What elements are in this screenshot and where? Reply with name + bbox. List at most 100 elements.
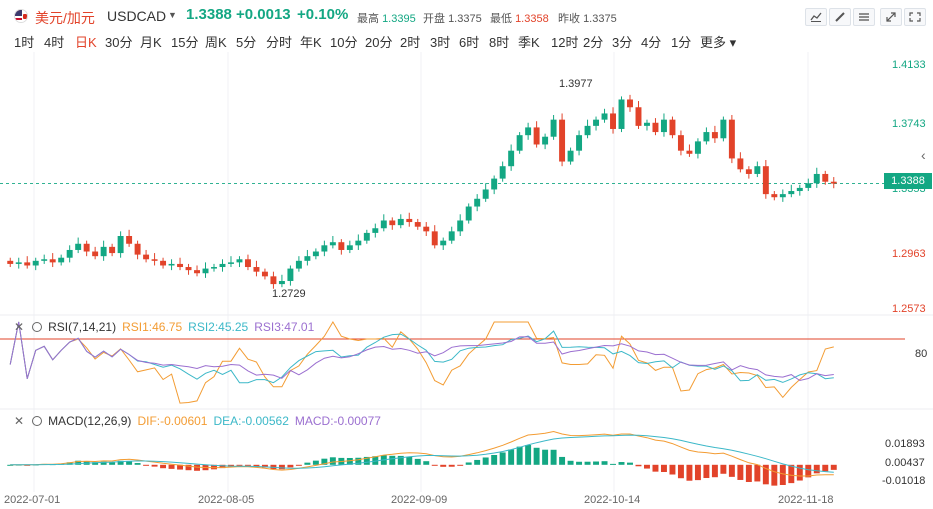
macd-bar xyxy=(304,462,311,465)
symbol-code[interactable]: USDCAD xyxy=(107,8,167,24)
macd-bar xyxy=(465,462,472,465)
current-price-tag: 1.3388 xyxy=(884,173,932,189)
macd-bar xyxy=(779,464,786,485)
candle-body xyxy=(372,228,379,233)
high-annotation: 1.3977 xyxy=(559,78,593,90)
gear-icon[interactable] xyxy=(32,322,43,332)
period-tab[interactable]: 5分 xyxy=(236,35,257,50)
period-tab[interactable]: 2分 xyxy=(583,35,604,50)
candle-body xyxy=(754,166,761,174)
macd-bar xyxy=(126,461,133,465)
candle-body xyxy=(389,220,396,226)
period-tab[interactable]: 周K xyxy=(205,35,227,50)
price-axis-label: 1.3743 xyxy=(892,118,926,130)
macd-bar xyxy=(372,456,379,465)
symbol-dropdown-chevron-icon[interactable]: ▼ xyxy=(168,10,177,20)
macd-bar xyxy=(194,464,200,471)
macd-bar xyxy=(805,464,812,478)
macd-bar xyxy=(66,462,73,465)
macd-bar xyxy=(151,464,158,467)
candle-body xyxy=(304,256,311,261)
macd-bar xyxy=(92,462,99,465)
candle-body xyxy=(15,262,22,264)
period-tab[interactable]: 20分 xyxy=(365,35,393,50)
close-icon[interactable]: ✕ xyxy=(14,414,25,428)
period-tab[interactable]: 日K xyxy=(75,35,97,50)
price-change: +0.0013 xyxy=(236,6,291,23)
period-tab[interactable]: 更多 ▾ xyxy=(700,35,737,50)
macd-bar xyxy=(754,464,761,482)
candle-body xyxy=(49,259,56,263)
date-axis-label: 2022-08-05 xyxy=(198,494,255,506)
candle-body xyxy=(329,242,336,246)
macd-legend: ✕ MACD(12,26,9) DIF:-0.00601 DEA:-0.00562 MA… xyxy=(14,414,381,428)
candle-body xyxy=(771,194,778,198)
period-tab[interactable]: 3时 xyxy=(430,35,451,50)
period-tab[interactable]: 8时 xyxy=(489,35,510,50)
period-tab[interactable]: 1分 xyxy=(671,35,692,50)
period-tab[interactable]: 2时 xyxy=(400,35,421,50)
macd-bar xyxy=(211,464,217,470)
period-tab[interactable]: 10分 xyxy=(330,35,358,50)
period-tab[interactable]: 3分 xyxy=(612,35,633,50)
candle-body xyxy=(474,198,481,207)
macd-bar xyxy=(287,464,294,468)
symbol-name: 美元/加元 xyxy=(35,10,95,26)
period-tab[interactable]: 12时 xyxy=(551,35,579,50)
period-tab[interactable]: 分时 xyxy=(266,35,293,50)
period-tab[interactable]: 月K xyxy=(140,35,162,50)
macd-bar xyxy=(109,462,116,465)
period-tab[interactable]: 4分 xyxy=(641,35,662,50)
period-tab[interactable]: 年K xyxy=(300,35,322,50)
candle-body xyxy=(669,119,676,136)
period-tab[interactable]: 4时 xyxy=(44,35,65,50)
chart-type-icon[interactable] xyxy=(805,8,827,26)
period-tab[interactable]: 1时 xyxy=(14,35,35,50)
candle-body xyxy=(431,231,438,246)
candle-body xyxy=(686,150,693,154)
price-chart[interactable] xyxy=(0,52,933,492)
candle-body xyxy=(762,166,769,195)
macd-bar xyxy=(627,462,633,465)
candle-body xyxy=(261,271,268,277)
expand-icon[interactable] xyxy=(880,8,902,26)
period-tab[interactable]: 6时 xyxy=(459,35,480,50)
candle-body xyxy=(423,226,430,232)
macd-bar xyxy=(618,462,625,465)
candle-body xyxy=(703,132,710,142)
macd-bar xyxy=(329,457,336,465)
macd-bar xyxy=(593,461,600,465)
macd-bar xyxy=(117,460,124,465)
macd-bar xyxy=(771,464,778,486)
chevron-left-icon[interactable]: ‹ xyxy=(921,147,926,163)
macd-bar xyxy=(389,455,396,465)
low-annotation: 1.2729 xyxy=(272,288,306,300)
period-tab[interactable]: 30分 xyxy=(105,35,133,50)
settings-icon[interactable] xyxy=(853,8,875,26)
period-tab[interactable]: 15分 xyxy=(171,35,199,50)
candle-body xyxy=(576,135,583,151)
fullscreen-icon[interactable] xyxy=(904,8,926,26)
macd-bar xyxy=(525,445,532,465)
macd-bar xyxy=(652,464,659,472)
candle-body xyxy=(457,220,464,232)
macd-bar xyxy=(584,461,591,465)
draw-icon[interactable] xyxy=(829,8,851,26)
candle-body xyxy=(363,232,370,241)
macd-bar xyxy=(796,464,803,481)
candle-body xyxy=(109,246,116,254)
macd-bar xyxy=(686,464,693,481)
candle-body xyxy=(244,259,251,268)
period-tab[interactable]: 季K xyxy=(518,35,540,50)
candle-body xyxy=(321,245,328,252)
candle-body xyxy=(32,260,39,266)
macd-bar xyxy=(482,457,489,465)
candle-body xyxy=(711,132,718,139)
macd-bar xyxy=(160,464,167,469)
candle-body xyxy=(788,191,795,195)
macd-bar xyxy=(406,456,413,465)
macd-bar xyxy=(822,464,829,472)
gear-icon[interactable] xyxy=(32,416,43,426)
macd-bar xyxy=(788,464,795,484)
close-icon[interactable]: ✕ xyxy=(14,320,25,334)
